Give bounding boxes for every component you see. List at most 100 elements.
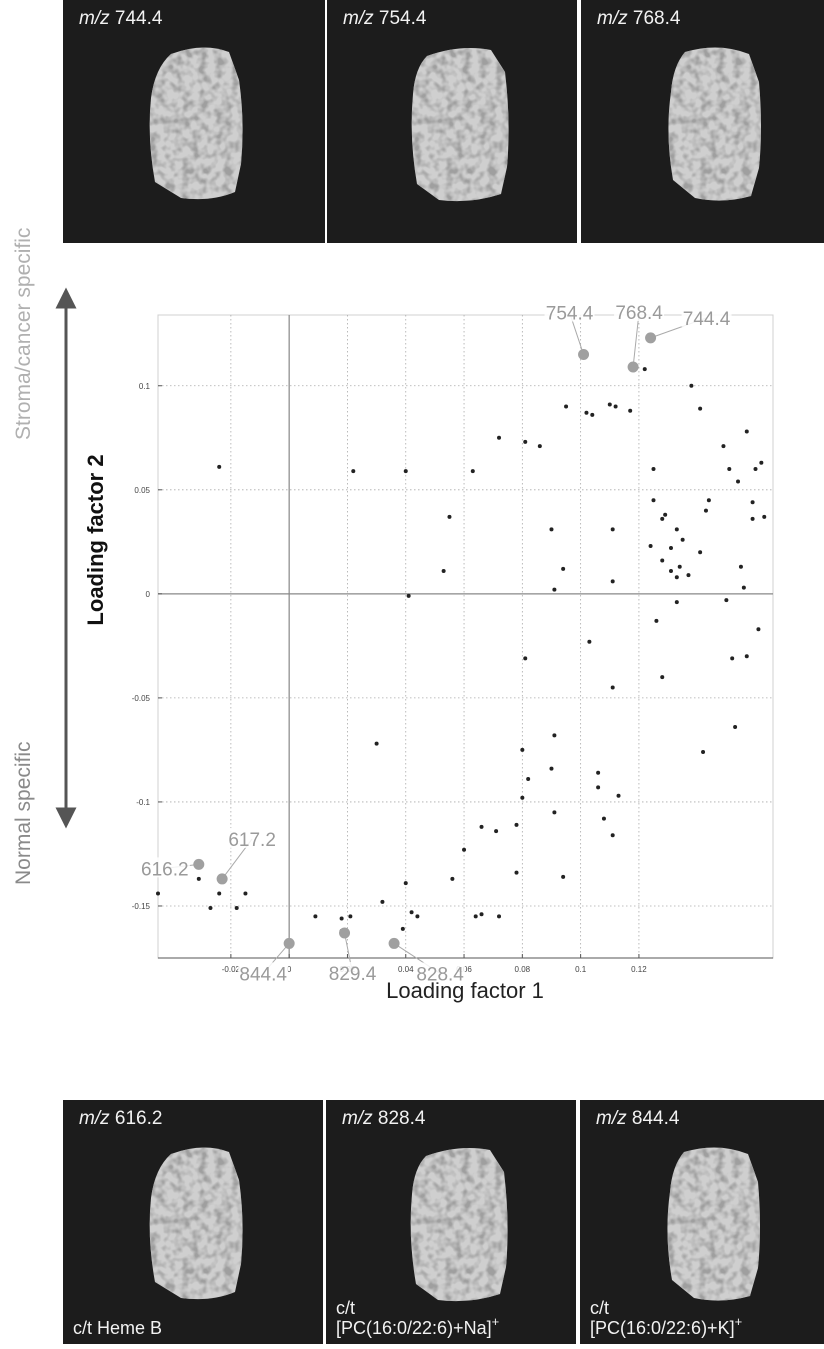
data-point <box>750 500 755 505</box>
panel-label-prefix: m/z <box>342 1108 373 1129</box>
data-point <box>479 912 484 917</box>
label-bg <box>139 857 190 878</box>
panel-label: m/z 616.2 <box>79 1108 162 1129</box>
y-tick-label: 0 <box>146 590 151 599</box>
highlight-point <box>645 332 657 344</box>
data-point <box>497 914 502 919</box>
data-point <box>552 587 557 592</box>
image-panel: m/z 844.4 c/t[PC(16:0/22:6)+K]+ <box>580 1100 824 1344</box>
data-point <box>660 558 665 563</box>
panel-caption-text: c/t <box>590 1298 609 1318</box>
panel-label-prefix: m/z <box>79 8 110 29</box>
data-point <box>733 725 738 730</box>
data-point <box>668 546 673 551</box>
panel-caption: c/t <box>590 1298 609 1318</box>
data-point <box>596 770 601 775</box>
data-point <box>351 469 356 474</box>
data-point <box>523 656 528 661</box>
label-bg <box>614 301 665 322</box>
data-point <box>208 906 213 911</box>
label-bg <box>327 962 378 983</box>
image-panel: m/z 828.4 c/t[PC(16:0/22:6)+Na]+ <box>326 1100 576 1344</box>
highlight-point <box>388 937 400 949</box>
data-point <box>674 600 679 605</box>
data-point <box>514 870 519 875</box>
data-point <box>537 444 542 449</box>
data-point <box>663 512 668 517</box>
data-point <box>744 429 749 434</box>
data-point <box>703 508 708 513</box>
panel-caption-text: c/t <box>336 1298 355 1318</box>
tissue-image <box>411 48 509 202</box>
label-bg <box>415 962 466 983</box>
data-point <box>759 460 764 465</box>
x-tick-label: 0.04 <box>398 965 414 974</box>
data-point <box>400 926 405 931</box>
data-point <box>680 537 685 542</box>
highlight-label: 754.4 <box>546 304 594 325</box>
data-point <box>660 675 665 680</box>
x-tick-label: 0.1 <box>575 965 587 974</box>
data-point <box>590 412 595 417</box>
data-point <box>628 408 633 413</box>
y-tick-label: 0.05 <box>134 486 150 495</box>
label-bg <box>227 827 278 848</box>
data-point <box>730 656 735 661</box>
data-point <box>610 527 615 532</box>
data-point <box>724 598 729 603</box>
label-leader <box>632 311 640 368</box>
highlight-point <box>339 927 351 939</box>
data-point <box>698 550 703 555</box>
y-axis-title: Loading factor 2 <box>83 454 108 625</box>
tissue-image <box>149 1147 243 1300</box>
image-panel: m/z 616.2 c/t Heme B <box>63 1100 323 1344</box>
panel-label: m/z 754.4 <box>343 8 427 29</box>
data-point <box>651 498 656 503</box>
data-point <box>450 876 455 881</box>
highlight-label: 616.2 <box>141 859 189 880</box>
image-panel: m/z 744.4 <box>63 0 325 243</box>
highlight-point <box>216 873 228 885</box>
data-point <box>520 795 525 800</box>
data-point <box>648 543 653 548</box>
data-point <box>616 793 621 798</box>
tissue-image <box>149 47 243 200</box>
tissue-image <box>668 47 761 201</box>
data-point <box>668 568 673 573</box>
data-point <box>494 829 499 834</box>
data-point <box>462 847 467 852</box>
panel-label: m/z 768.4 <box>597 8 681 29</box>
data-point <box>744 654 749 659</box>
highlight-label: 768.4 <box>615 303 663 324</box>
highlight-point <box>283 937 295 949</box>
panel-caption: c/t Heme B <box>73 1318 162 1338</box>
data-point <box>674 527 679 532</box>
panel-label-prefix: m/z <box>596 1108 627 1129</box>
data-point <box>753 466 758 471</box>
data-point <box>374 741 379 746</box>
x-tick-label: 0 <box>287 965 292 974</box>
data-point <box>654 618 659 623</box>
data-point <box>706 498 711 503</box>
data-point <box>756 627 761 632</box>
data-point <box>470 469 475 474</box>
data-point <box>601 816 606 821</box>
data-point <box>561 874 566 879</box>
y-annotation-top: Stroma/cancer specific <box>12 228 35 440</box>
data-point <box>564 404 569 409</box>
data-point <box>234 906 239 911</box>
y-tick-label: -0.05 <box>132 694 151 703</box>
data-point <box>156 891 160 896</box>
x-tick-label: 0.08 <box>515 965 531 974</box>
data-point <box>313 914 318 919</box>
data-point <box>660 516 665 521</box>
panel-label-mass: 844.4 <box>632 1108 680 1129</box>
data-point <box>339 916 344 921</box>
panel-label: m/z 844.4 <box>596 1108 680 1129</box>
data-point <box>686 573 691 578</box>
highlight-label: 828.4 <box>416 964 464 985</box>
data-point <box>587 639 592 644</box>
highlight-label: 744.4 <box>683 309 731 330</box>
